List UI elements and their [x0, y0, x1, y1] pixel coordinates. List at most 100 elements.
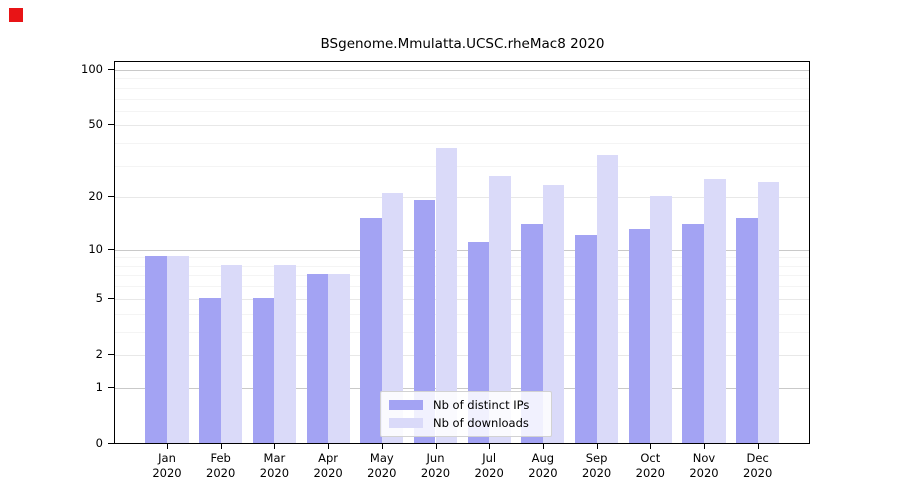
x-axis-tick: [757, 444, 759, 449]
gridline: [115, 265, 809, 267]
gridline: [115, 286, 809, 288]
bar-distinct-ips-feb: [199, 297, 221, 443]
click-marker-square: [9, 8, 23, 22]
x-tick-label-aug: Aug 2020: [511, 451, 575, 481]
legend-label-downloads: Nb of downloads: [433, 416, 529, 430]
month-label: May: [369, 451, 394, 465]
gridline: [115, 331, 809, 333]
bar-distinct-ips-jun: [413, 200, 436, 443]
x-tick-label-jan: Jan 2020: [135, 451, 199, 481]
month-label: Jul: [482, 451, 497, 465]
x-axis-tick: [596, 444, 598, 449]
year-label: 2020: [152, 466, 182, 480]
bar-distinct-ips-oct: [628, 229, 651, 443]
x-axis-tick: [274, 444, 276, 449]
year-label: 2020: [206, 466, 236, 480]
bar-downloads-dec: [757, 182, 780, 443]
gridline: [115, 125, 809, 127]
bar-downloads-jul: [489, 175, 511, 443]
bar-downloads-oct: [650, 196, 672, 443]
legend-swatch-downloads: [389, 418, 423, 428]
bar-distinct-ips-sep: [575, 235, 597, 443]
y-tick-label: 20: [88, 189, 103, 204]
x-axis-tick: [381, 444, 383, 449]
bar-distinct-ips-jan: [145, 256, 167, 443]
y-tick-label: 100: [81, 61, 103, 76]
bar-downloads-may: [381, 192, 404, 443]
x-axis-tick: [167, 444, 168, 449]
year-label: 2020: [367, 466, 397, 480]
gridline: [115, 165, 809, 167]
year-label: 2020: [581, 466, 612, 480]
y-tick-label: 2: [95, 346, 103, 361]
gridline: [115, 354, 809, 356]
gridline: [115, 110, 809, 112]
bar-downloads-jun: [435, 148, 458, 443]
gridline: [115, 78, 809, 80]
month-label: Oct: [640, 451, 661, 465]
x-tick-label-feb: Feb 2020: [189, 451, 253, 481]
x-tick-label-sep: Sep 2020: [565, 451, 629, 481]
y-axis-tick: [108, 443, 114, 444]
bar-distinct-ips-dec: [736, 218, 758, 443]
y-tick-label: 1: [95, 379, 103, 394]
gridline: [115, 387, 809, 389]
x-axis-tick: [489, 444, 491, 449]
bar-distinct-ips-may: [360, 218, 382, 443]
month-label: Mar: [263, 451, 286, 465]
y-axis-tick: [108, 386, 114, 388]
x-axis-tick: [435, 444, 437, 449]
legend-label-distinct-ips: Nb of distinct IPs: [433, 398, 530, 412]
x-tick-label-jul: Jul 2020: [457, 451, 521, 481]
month-label: Apr: [318, 451, 339, 465]
month-label: Nov: [692, 451, 716, 465]
x-tick-label-apr: Apr 2020: [296, 451, 360, 481]
x-axis-tick: [650, 444, 652, 449]
bar-distinct-ips-aug: [521, 223, 543, 443]
gridline: [115, 98, 809, 100]
x-tick-label-jun: Jun 2020: [404, 451, 468, 481]
year-label: 2020: [528, 466, 558, 480]
x-tick-label-mar: Mar 2020: [242, 451, 306, 481]
gridline: [115, 197, 809, 199]
bar-downloads-jan: [167, 256, 189, 443]
bar-downloads-sep: [596, 154, 619, 443]
bar-distinct-ips-nov: [682, 223, 704, 443]
bar-downloads-mar: [274, 264, 296, 443]
month-label: Sep: [585, 451, 608, 465]
gridline: [115, 249, 809, 251]
month-label: Aug: [531, 451, 555, 465]
bar-distinct-ips-mar: [252, 297, 275, 443]
bar-downloads-feb: [220, 264, 243, 443]
month-label: Jan: [158, 451, 176, 465]
gridline: [115, 143, 809, 145]
year-label: 2020: [635, 466, 665, 480]
gridline: [115, 275, 809, 277]
y-tick-label: 0: [95, 436, 103, 450]
gridline: [115, 69, 809, 71]
gridline: [115, 298, 809, 300]
month-label: Feb: [210, 451, 231, 465]
legend-entry-downloads: Nb of downloads: [389, 416, 543, 430]
month-label: Jun: [426, 451, 445, 465]
x-tick-label-nov: Nov 2020: [672, 451, 736, 481]
y-axis-tick: [108, 353, 114, 355]
x-axis-tick: [542, 444, 544, 449]
x-tick-label-dec: Dec 2020: [726, 451, 790, 481]
x-axis-tick: [704, 444, 705, 449]
bar-downloads-apr: [328, 274, 350, 443]
gridline: [115, 313, 809, 315]
x-axis-tick: [328, 444, 330, 449]
x-axis-tick: [220, 444, 222, 449]
plot-area: [114, 61, 810, 444]
y-axis-tick: [108, 297, 114, 299]
year-label: 2020: [689, 466, 719, 480]
year-label: 2020: [474, 466, 504, 480]
bar-downloads-nov: [704, 178, 726, 443]
legend: Nb of distinct IPs Nb of downloads: [380, 391, 552, 437]
year-label: 2020: [313, 466, 343, 480]
year-label: 2020: [259, 466, 290, 480]
y-axis-tick: [108, 124, 114, 126]
y-axis-tick: [108, 196, 114, 198]
